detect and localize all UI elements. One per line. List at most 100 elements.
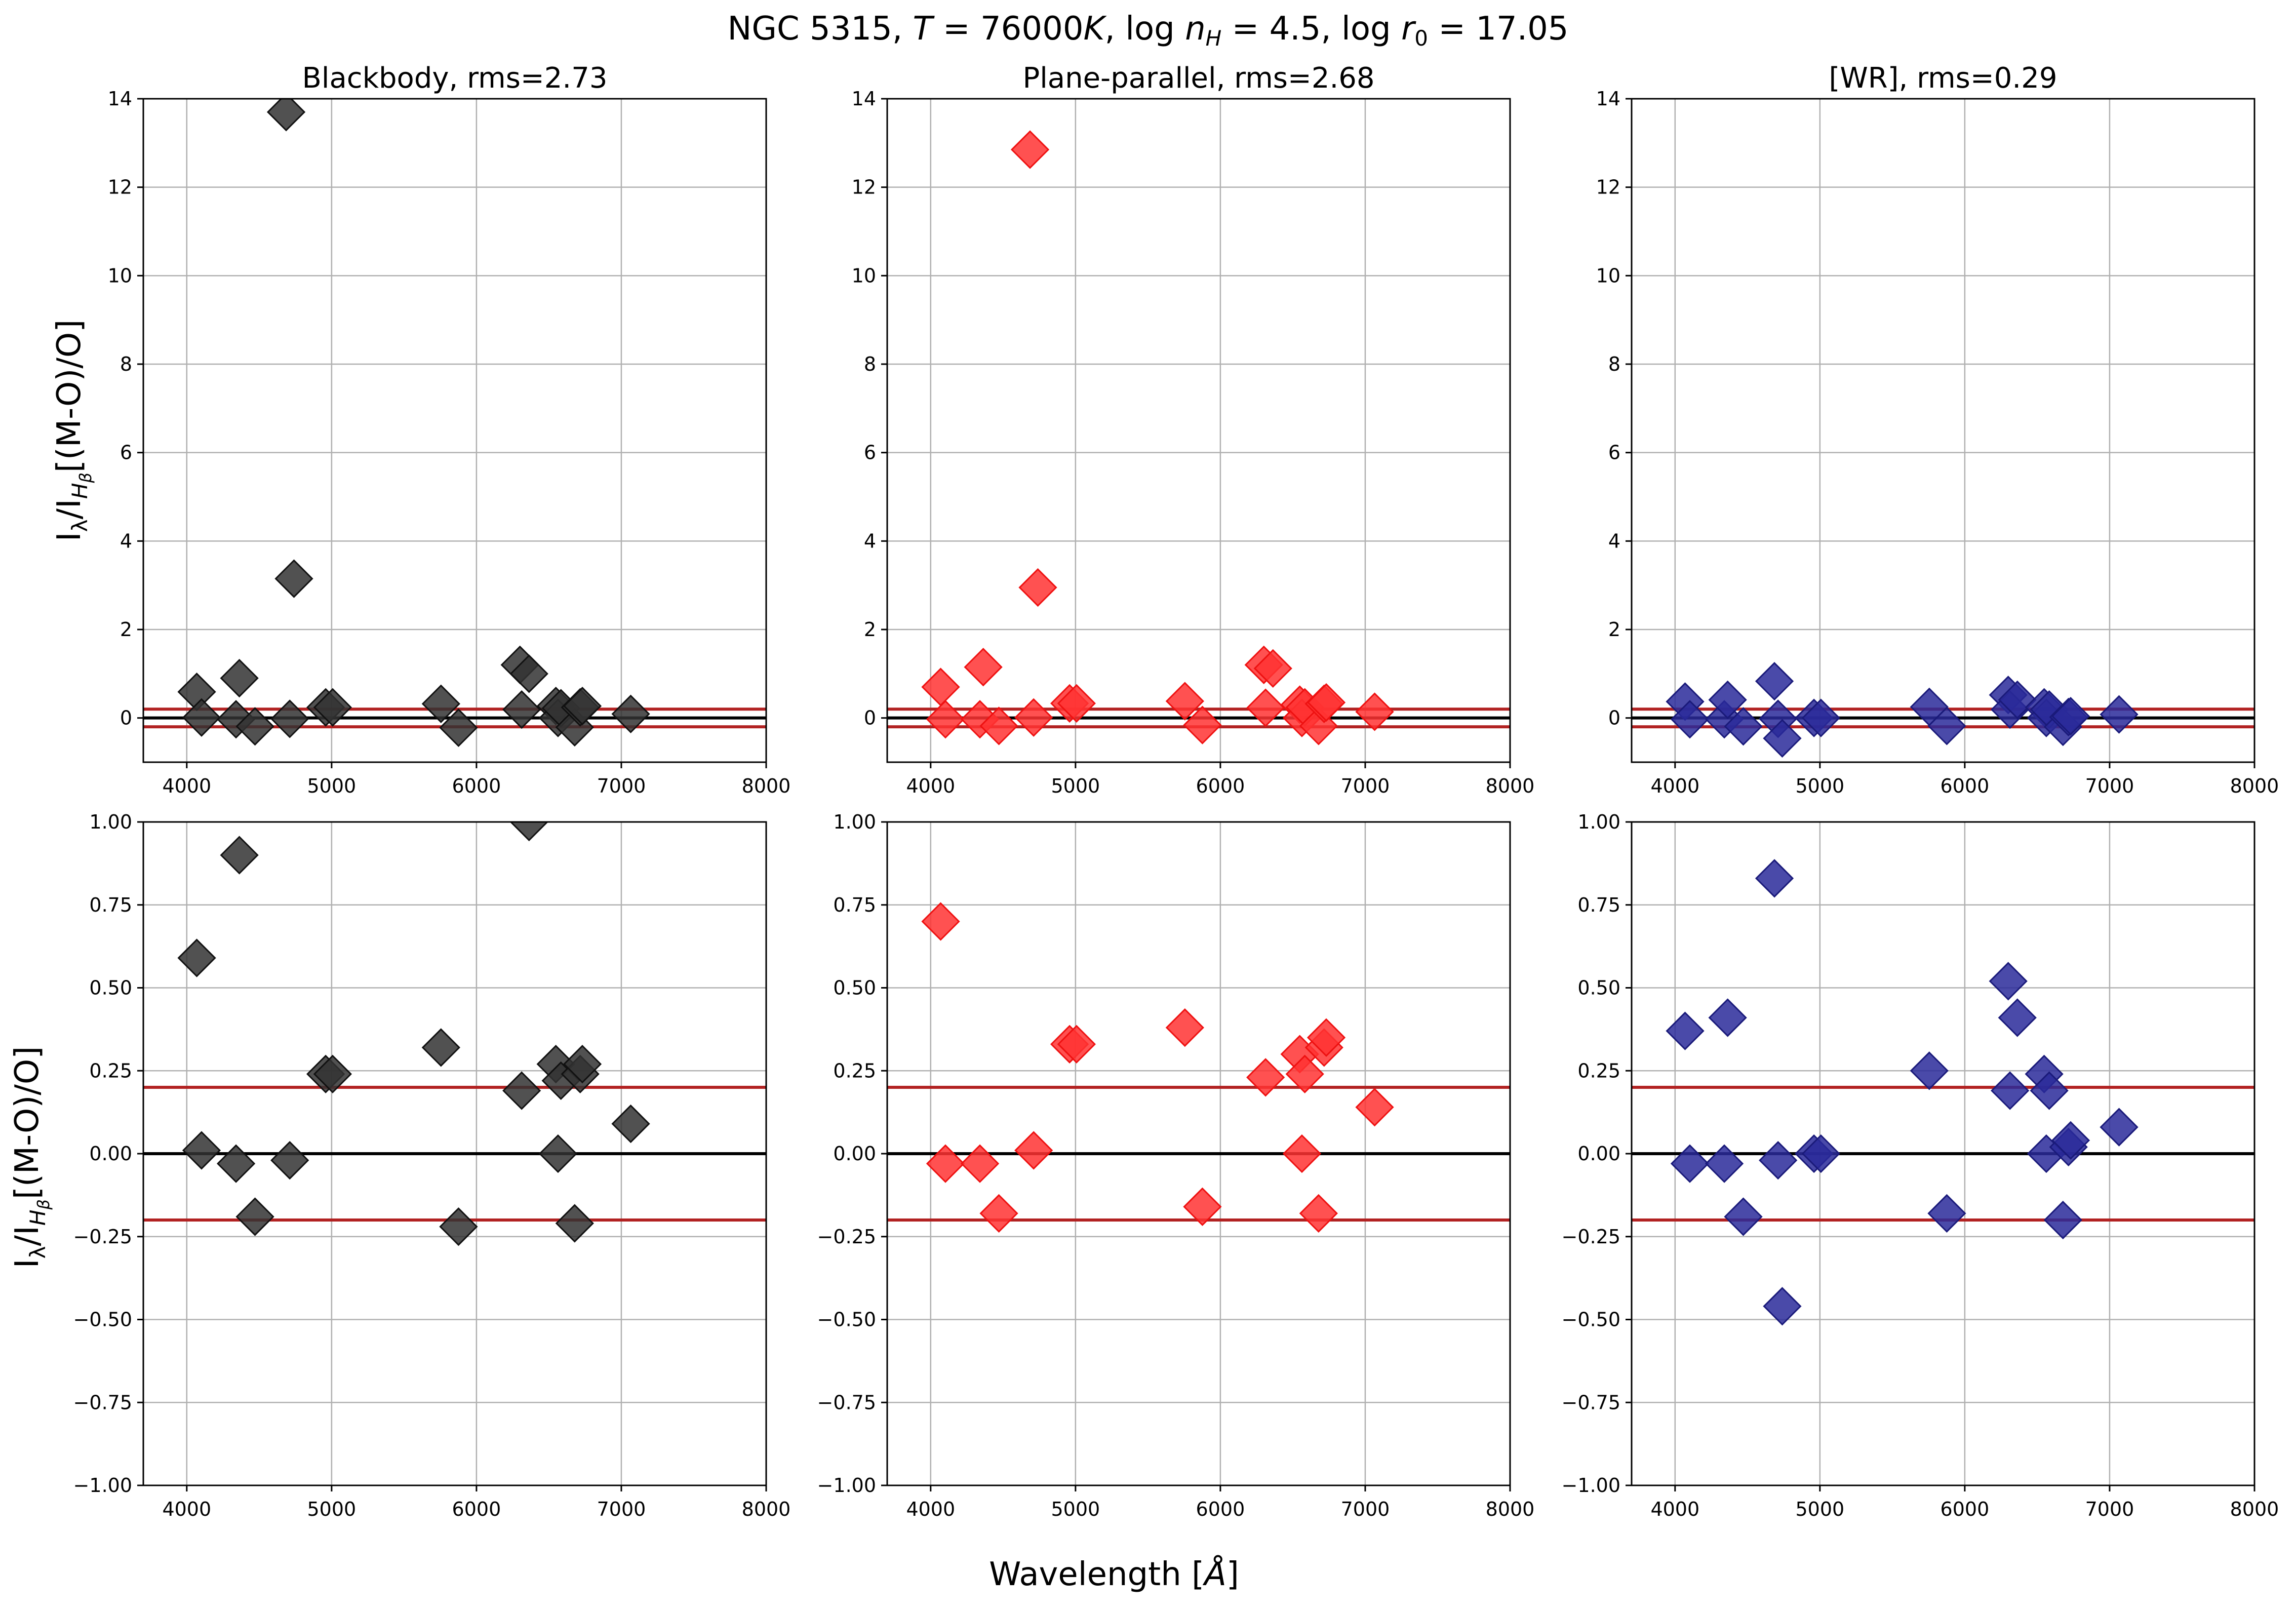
- data-point: [2051, 1121, 2090, 1160]
- y-tick-label: 1.00: [89, 811, 132, 833]
- y-tick-label: 1.00: [833, 811, 876, 833]
- data-point: [1989, 962, 2028, 1001]
- data-point: [1755, 662, 1794, 701]
- data-point: [1927, 706, 1966, 745]
- y-tick-label: 6: [1608, 442, 1620, 464]
- x-tick-label: 7000: [597, 775, 646, 797]
- y-tick-label: 10: [1596, 264, 1620, 287]
- data-point: [563, 686, 602, 726]
- y-tick-label: 0.00: [1577, 1143, 1620, 1165]
- panel-title: [WR], rms=0.29: [1829, 62, 2057, 95]
- data-point: [563, 1045, 602, 1084]
- data-point: [439, 1207, 478, 1246]
- data-points: [177, 99, 650, 748]
- data-point: [1755, 859, 1794, 898]
- data-points: [1666, 662, 2139, 758]
- data-point: [1666, 1011, 1705, 1050]
- y-tick-label: 6: [120, 442, 132, 464]
- y-tick-label: 0.75: [833, 894, 876, 916]
- y-tick-label: 0.75: [1577, 894, 1620, 916]
- data-point: [1299, 1194, 1338, 1233]
- y-tick-label: 4: [864, 530, 876, 552]
- y-tick-label: 1.00: [1577, 811, 1620, 833]
- y-tick-label: 12: [852, 176, 876, 199]
- y-tick-label: −0.50: [73, 1309, 132, 1331]
- y-tick-label: 8: [864, 353, 876, 375]
- x-tick-label: 7000: [2085, 1498, 2134, 1520]
- data-point: [1282, 1134, 1322, 1173]
- y-tick-label: 12: [108, 176, 132, 199]
- y-tick-label: 0.25: [89, 1059, 132, 1082]
- y-tick-label: 12: [1596, 176, 1620, 199]
- y-tick-label: 0: [1608, 707, 1620, 729]
- x-tick-label: 5000: [1796, 1498, 1845, 1520]
- plot-frame: [886, 98, 1511, 763]
- y-tick-label: −1.00: [1562, 1474, 1620, 1497]
- x-tick-label: 5000: [1051, 1498, 1100, 1520]
- y-tick-label: −0.25: [1562, 1226, 1620, 1248]
- plot-area: [887, 99, 1510, 762]
- y-axis-label-top: Iλ/IHβ[(M-O)/O]: [51, 320, 95, 541]
- data-point: [235, 707, 274, 746]
- panel-planeparallel-top: 4000 5000 6000 7000 8000 0 2 4 6 8 10 12 14 Plane-par…: [852, 62, 1535, 797]
- data-point: [216, 700, 256, 739]
- y-tick-label: 14: [108, 88, 132, 110]
- data-point: [1285, 1054, 1324, 1093]
- data-point: [1801, 1134, 1840, 1173]
- x-tick-label: 8000: [1486, 775, 1535, 797]
- data-point: [1165, 1008, 1204, 1047]
- y-tick-label: 4: [120, 530, 132, 552]
- data-point: [509, 822, 548, 842]
- x-tick-label: 8000: [742, 1498, 791, 1520]
- data-point: [1307, 683, 1346, 722]
- data-point: [1763, 719, 1802, 758]
- y-tick-label: −0.50: [817, 1309, 876, 1331]
- data-point: [1910, 1051, 1949, 1090]
- data-point: [555, 707, 594, 747]
- y-tick-label: 10: [852, 264, 876, 287]
- plot-area: [1632, 99, 2254, 762]
- data-point: [1670, 700, 1710, 739]
- y-tick-label: 0.00: [89, 1143, 132, 1165]
- data-point: [611, 694, 650, 733]
- data-point: [1246, 688, 1285, 727]
- x-tick-label: 4000: [906, 775, 955, 797]
- data-point: [266, 99, 306, 132]
- data-point: [1998, 998, 2037, 1037]
- data-point: [1759, 1141, 1798, 1180]
- x-tick-label: 6000: [1941, 1498, 1990, 1520]
- x-tick-label: 5000: [307, 1498, 357, 1520]
- y-tick-label: −1.00: [73, 1474, 132, 1497]
- data-point: [1708, 998, 1747, 1037]
- y-tick-label: 8: [1608, 353, 1620, 375]
- data-point: [1057, 1025, 1096, 1064]
- data-point: [270, 699, 309, 738]
- y-tick-label: 0.00: [833, 1143, 876, 1165]
- x-tick-label: 6000: [452, 775, 501, 797]
- panel-title: Plane-parallel, rms=2.68: [1022, 62, 1374, 95]
- data-point: [960, 1144, 1000, 1183]
- plot-frame: [142, 98, 767, 763]
- data-point: [1014, 698, 1053, 737]
- data-point: [1763, 1287, 1802, 1326]
- data-point: [555, 1204, 594, 1243]
- y-tick-label: 2: [1608, 618, 1620, 641]
- panel-planeparallel-bottom: 4000 5000 6000 7000 8000 1.00 0.75 0.50 0.25 0.00…: [817, 811, 1535, 1520]
- data-point: [1018, 568, 1057, 607]
- y-tick-label: 4: [1608, 530, 1620, 552]
- data-point: [921, 902, 960, 941]
- y-tick-label: 0.50: [89, 977, 132, 999]
- x-tick-label: 7000: [1341, 775, 1390, 797]
- y-tick-label: 6: [864, 442, 876, 464]
- data-point: [2030, 1071, 2069, 1110]
- y-tick-label: 8: [120, 353, 132, 375]
- panels-container: 4000 5000 6000 7000 8000 0 2 4 6 8 10 12 14 Blackbody…: [73, 62, 2279, 1520]
- y-tick-label: −0.25: [73, 1226, 132, 1248]
- panel-wr-bottom: 4000 5000 6000 7000 8000 1.00 0.75 0.50 0.25 0.00…: [1562, 811, 2279, 1520]
- data-point: [1165, 682, 1204, 721]
- data-point: [1927, 1194, 1966, 1233]
- panel-wr-top: 4000 5000 6000 7000 8000 0 2 4 6 8 10 12 14 [WR], rms…: [1596, 62, 2279, 797]
- data-point: [964, 648, 1003, 687]
- data-point: [1708, 680, 1747, 719]
